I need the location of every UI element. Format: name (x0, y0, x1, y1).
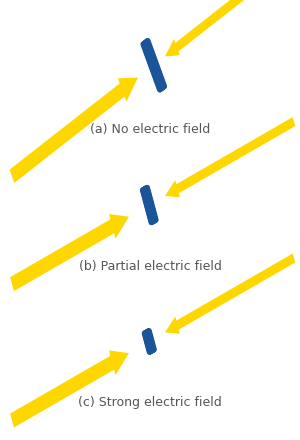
FancyArrow shape (10, 77, 138, 183)
FancyArrow shape (10, 351, 129, 428)
FancyArrow shape (10, 214, 129, 291)
FancyArrow shape (165, 253, 295, 334)
Text: (a) No electric field: (a) No electric field (90, 123, 210, 136)
FancyArrow shape (165, 117, 295, 197)
Text: (c) Strong electric field: (c) Strong electric field (78, 396, 222, 409)
Text: (b) Partial electric field: (b) Partial electric field (79, 260, 221, 273)
FancyArrow shape (165, 0, 296, 56)
